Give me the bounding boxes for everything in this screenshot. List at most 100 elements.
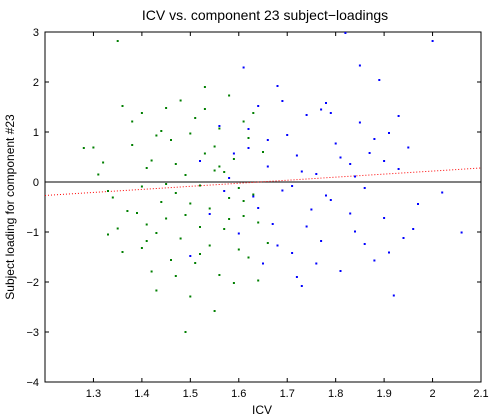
y-tick-label: 1 — [33, 127, 39, 139]
data-point-series-1 — [92, 146, 95, 149]
data-point-series-1 — [184, 174, 187, 176]
data-point-series-2 — [208, 213, 211, 215]
data-point-series-1 — [223, 228, 226, 230]
data-point-series-1 — [131, 144, 134, 146]
data-points — [82, 32, 463, 333]
data-point-series-2 — [383, 217, 386, 219]
data-point-series-2 — [344, 32, 347, 34]
data-point-series-1 — [145, 223, 148, 226]
data-point-series-2 — [305, 225, 308, 228]
data-point-series-1 — [218, 127, 221, 130]
data-point-series-1 — [145, 167, 148, 169]
data-point-series-1 — [136, 212, 138, 214]
data-point-series-2 — [339, 156, 342, 159]
data-point-series-1 — [155, 289, 158, 292]
data-point-series-2 — [189, 255, 192, 257]
data-point-series-1 — [165, 183, 168, 185]
data-point-series-1 — [194, 117, 197, 119]
data-point-series-1 — [242, 200, 245, 202]
x-tick-label: 2.1 — [473, 388, 488, 400]
data-point-series-2 — [373, 259, 376, 262]
data-point-series-2 — [291, 185, 294, 187]
data-point-series-1 — [102, 161, 105, 164]
data-point-series-2 — [291, 252, 294, 254]
y-tick-label: −1 — [26, 227, 39, 239]
data-point-series-1 — [145, 240, 148, 242]
x-tick-label: 1.4 — [134, 388, 149, 400]
data-point-series-2 — [266, 139, 269, 141]
data-point-series-1 — [140, 112, 143, 114]
data-point-series-2 — [397, 115, 400, 117]
data-point-series-1 — [97, 173, 100, 176]
data-point-series-2 — [329, 199, 332, 201]
data-point-series-2 — [315, 173, 318, 175]
data-point-series-1 — [247, 137, 250, 139]
data-point-series-2 — [257, 207, 260, 209]
data-point-series-2 — [295, 154, 298, 157]
y-tick-label: −4 — [26, 377, 39, 389]
data-point-series-1 — [252, 112, 255, 114]
data-point-series-1 — [252, 193, 255, 196]
data-point-series-2 — [281, 189, 284, 192]
data-point-series-1 — [107, 190, 109, 192]
data-point-series-1 — [247, 256, 250, 259]
data-point-series-2 — [237, 232, 240, 235]
x-tick-label: 1.8 — [328, 388, 343, 400]
data-point-series-2 — [228, 177, 231, 179]
data-point-series-2 — [242, 66, 245, 69]
data-point-series-1 — [228, 94, 231, 97]
data-point-series-2 — [315, 262, 318, 265]
data-point-series-1 — [203, 86, 206, 88]
data-point-series-2 — [232, 152, 235, 155]
data-point-series-1 — [179, 99, 182, 102]
data-point-series-1 — [194, 262, 197, 264]
data-point-series-1 — [82, 147, 85, 149]
data-point-series-1 — [160, 130, 163, 132]
data-point-series-1 — [242, 215, 245, 217]
data-point-series-2 — [218, 125, 221, 127]
data-point-series-1 — [107, 233, 109, 236]
data-point-series-1 — [155, 134, 158, 137]
x-ticks: 1.3 1.4 1.5 1.6 1.7 1.8 1.9 2 2.1 — [86, 32, 489, 400]
data-point-series-1 — [228, 197, 231, 199]
x-tick-label: 1.5 — [183, 388, 198, 400]
data-point-series-2 — [354, 175, 356, 178]
data-point-series-2 — [349, 212, 352, 215]
plot-area — [44, 31, 482, 383]
data-point-series-2 — [262, 262, 264, 265]
data-point-series-1 — [203, 108, 206, 110]
data-point-series-1 — [232, 282, 235, 284]
data-point-series-2 — [271, 223, 274, 225]
data-point-series-2 — [252, 195, 255, 198]
data-point-series-2 — [300, 170, 303, 173]
trend-line — [44, 167, 482, 196]
data-point-series-1 — [199, 184, 201, 187]
data-point-series-2 — [417, 203, 419, 205]
data-point-series-2 — [358, 64, 361, 67]
data-point-series-1 — [116, 227, 119, 230]
data-point-series-2 — [441, 191, 444, 194]
data-point-series-1 — [223, 171, 226, 173]
data-point-series-2 — [325, 102, 327, 104]
data-point-series-1 — [121, 105, 124, 107]
data-point-series-2 — [305, 114, 308, 116]
data-point-series-1 — [213, 310, 216, 312]
x-tick-label: 1.6 — [231, 388, 246, 400]
x-tick-label: 2 — [429, 388, 435, 400]
data-point-series-2 — [378, 79, 381, 81]
data-point-series-1 — [111, 196, 114, 199]
y-ticks: −4 −3 −2 −1 0 1 2 3 — [26, 27, 481, 389]
data-point-series-2 — [320, 108, 323, 111]
data-point-series-2 — [349, 163, 352, 165]
data-point-series-2 — [431, 40, 434, 42]
x-tick-label: 1.3 — [86, 388, 101, 400]
data-point-series-1 — [155, 232, 158, 234]
data-point-series-1 — [160, 201, 163, 203]
data-point-series-2 — [412, 228, 415, 230]
data-point-series-2 — [223, 190, 226, 192]
y-axis-label: Subject loading for component #23 — [3, 114, 17, 300]
data-point-series-1 — [121, 251, 124, 253]
data-point-series-1 — [174, 275, 177, 277]
data-point-series-2 — [281, 100, 284, 102]
